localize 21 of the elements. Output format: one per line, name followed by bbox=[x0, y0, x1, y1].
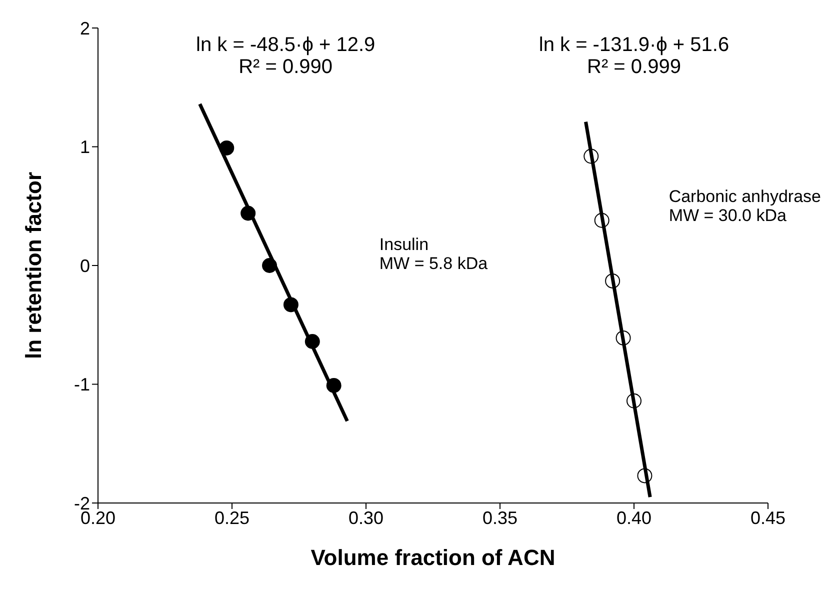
point bbox=[584, 148, 599, 164]
point bbox=[594, 212, 610, 228]
annotation: ln k = -48.5·ϕ + 12.9 R² = 0.990 bbox=[195, 34, 376, 78]
point bbox=[616, 330, 631, 346]
point bbox=[605, 273, 620, 288]
point bbox=[637, 468, 652, 484]
x-tick-label: 0.30 bbox=[348, 508, 384, 528]
annotation: Insulin MW = 5.8 kDa bbox=[379, 234, 489, 274]
x-axis-title: Volume fraction of ACN bbox=[310, 545, 556, 570]
x-tick-label: 0.40 bbox=[616, 508, 652, 528]
x-tick-label: 0.45 bbox=[750, 508, 786, 528]
point bbox=[626, 393, 642, 408]
x-tick-label: 0.35 bbox=[482, 508, 518, 528]
annotation: ln k = -131.9·ϕ + 51.6 R² = 0.999 bbox=[538, 34, 730, 78]
y-tick-label: 0 bbox=[80, 256, 90, 276]
annotation: Carbonic anhydrase MW = 30.0 kDa bbox=[668, 187, 822, 226]
y-tick-label: 2 bbox=[80, 18, 90, 38]
y-tick-label: 1 bbox=[80, 137, 90, 158]
y-tick-label: -1 bbox=[74, 374, 90, 395]
x-tick-label: 0.25 bbox=[214, 508, 250, 528]
y-axis-title: ln retention factor bbox=[20, 172, 46, 360]
